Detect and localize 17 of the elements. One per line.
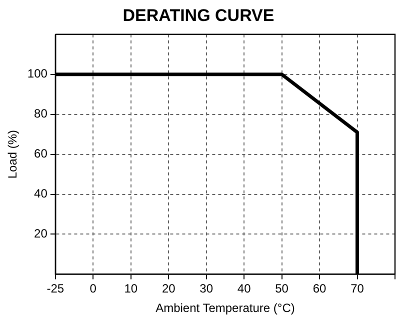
y-tick-label: 40	[34, 186, 48, 201]
chart-title: DERATING CURVE	[122, 6, 274, 25]
x-tick-label: 10	[124, 282, 138, 296]
x-tick-label: -25	[46, 282, 64, 296]
y-tick-label: 100	[27, 66, 48, 81]
x-tick-label: 0	[90, 282, 97, 296]
x-tick-label: 50	[275, 282, 289, 296]
x-tick-label: 20	[162, 282, 176, 296]
x-tick-label: 30	[200, 282, 214, 296]
x-tick-label: 40	[237, 282, 252, 296]
y-tick-label: 20	[34, 226, 48, 241]
x-axis-title: Ambient Temperature (°C)	[156, 301, 295, 316]
y-tick-label: 80	[34, 106, 48, 121]
x-tick-label: 60	[312, 282, 327, 296]
x-tick-label: 70	[350, 282, 364, 296]
y-axis-title: Load (%)	[6, 130, 20, 179]
y-tick-label: 60	[34, 146, 48, 161]
